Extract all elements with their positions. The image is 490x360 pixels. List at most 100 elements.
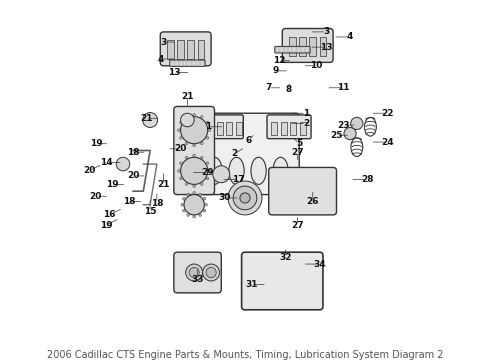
Circle shape (181, 157, 208, 184)
Ellipse shape (273, 157, 288, 184)
Text: 31: 31 (245, 280, 258, 289)
Circle shape (199, 213, 201, 216)
Bar (290, 122, 296, 135)
Circle shape (185, 183, 188, 185)
Bar (207, 122, 213, 135)
Circle shape (180, 177, 182, 180)
Circle shape (183, 209, 185, 212)
Text: 32: 32 (279, 253, 292, 262)
Bar (187, 40, 194, 59)
Circle shape (206, 162, 209, 165)
FancyBboxPatch shape (160, 32, 211, 66)
Circle shape (200, 156, 203, 159)
Circle shape (193, 192, 196, 194)
FancyBboxPatch shape (267, 115, 311, 139)
Text: 3: 3 (323, 27, 329, 36)
Circle shape (208, 170, 211, 172)
Bar (301, 47, 305, 52)
Circle shape (181, 113, 194, 127)
Text: 18: 18 (123, 197, 136, 206)
Bar (293, 47, 296, 52)
Circle shape (203, 197, 206, 200)
Circle shape (233, 186, 257, 210)
Bar (288, 47, 292, 52)
Bar (196, 61, 200, 66)
Circle shape (185, 116, 188, 118)
Circle shape (203, 209, 206, 212)
Circle shape (177, 170, 180, 172)
Circle shape (185, 142, 188, 145)
Text: 21: 21 (141, 114, 153, 123)
Text: 20: 20 (90, 192, 102, 201)
FancyBboxPatch shape (275, 46, 310, 53)
Bar (200, 61, 204, 66)
Circle shape (180, 162, 182, 165)
Circle shape (208, 129, 211, 131)
Bar (197, 40, 204, 59)
Ellipse shape (251, 157, 266, 184)
Circle shape (177, 129, 180, 131)
Text: 4: 4 (157, 54, 164, 63)
Circle shape (200, 142, 203, 145)
Bar (174, 61, 178, 66)
Text: 20: 20 (174, 144, 187, 153)
Text: 28: 28 (361, 175, 373, 184)
Text: 20: 20 (127, 171, 139, 180)
Text: 2: 2 (303, 119, 309, 128)
Bar (284, 47, 288, 52)
Bar (217, 122, 222, 135)
Text: 20: 20 (83, 166, 95, 175)
Text: 21: 21 (181, 92, 194, 101)
Text: 24: 24 (381, 138, 393, 147)
Bar (275, 47, 279, 52)
Text: 25: 25 (330, 131, 343, 140)
Circle shape (206, 177, 209, 180)
Text: 17: 17 (232, 175, 245, 184)
Text: 34: 34 (313, 260, 326, 269)
Bar (187, 61, 191, 66)
Circle shape (186, 264, 203, 281)
Text: 2: 2 (232, 149, 238, 158)
Ellipse shape (207, 157, 222, 184)
Circle shape (206, 121, 209, 124)
Text: 15: 15 (144, 207, 156, 216)
Bar (171, 61, 174, 66)
Text: 19: 19 (100, 221, 112, 230)
Circle shape (184, 194, 204, 215)
Text: 29: 29 (201, 168, 214, 177)
Bar (226, 122, 232, 135)
Text: 18: 18 (127, 148, 140, 157)
FancyBboxPatch shape (199, 115, 244, 139)
FancyBboxPatch shape (269, 167, 337, 215)
FancyBboxPatch shape (242, 252, 323, 310)
Bar (179, 61, 183, 66)
Circle shape (143, 113, 158, 127)
Text: 23: 23 (337, 121, 349, 130)
Text: 33: 33 (191, 275, 204, 284)
Circle shape (180, 121, 182, 124)
Text: 5: 5 (296, 139, 302, 148)
Text: 2006 Cadillac CTS Engine Parts & Mounts, Timing, Lubrication System Diagram 2: 2006 Cadillac CTS Engine Parts & Mounts,… (47, 351, 443, 360)
Ellipse shape (229, 157, 244, 184)
Text: 7: 7 (266, 83, 272, 92)
Circle shape (193, 154, 196, 157)
Bar (280, 47, 284, 52)
Text: 16: 16 (103, 210, 116, 219)
Circle shape (193, 215, 196, 218)
Text: 21: 21 (157, 180, 170, 189)
Bar (309, 37, 316, 55)
Text: 18: 18 (150, 198, 163, 207)
Circle shape (351, 117, 363, 130)
Circle shape (203, 264, 220, 281)
Circle shape (187, 213, 190, 216)
Text: 14: 14 (100, 158, 112, 167)
Circle shape (199, 193, 201, 196)
Circle shape (200, 116, 203, 118)
Circle shape (185, 156, 188, 159)
Text: 10: 10 (310, 61, 322, 70)
FancyBboxPatch shape (174, 107, 215, 194)
Circle shape (181, 117, 208, 144)
Circle shape (206, 267, 216, 278)
Bar (183, 61, 187, 66)
Text: 19: 19 (106, 180, 119, 189)
